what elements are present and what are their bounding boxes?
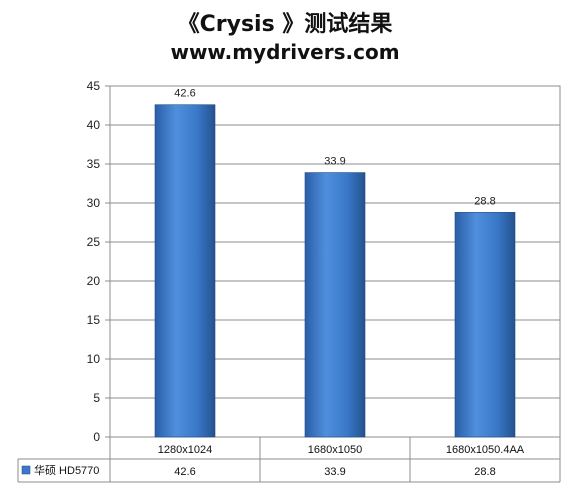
- y-tick-label: 35: [87, 157, 101, 171]
- y-tick-label: 40: [87, 118, 101, 132]
- y-tick-label: 15: [87, 313, 101, 327]
- y-tick-label: 30: [87, 196, 101, 210]
- data-label: 42.6: [174, 88, 195, 100]
- data-label: 33.9: [324, 156, 345, 168]
- y-tick-label: 25: [87, 235, 101, 249]
- legend-series-name: 华硕 HD5770: [34, 463, 99, 477]
- y-tick-label: 5: [93, 391, 100, 405]
- table-value: 42.6: [174, 466, 195, 478]
- data-labels: 42.6 33.9 28.8: [174, 88, 495, 208]
- bar: [454, 212, 516, 438]
- x-category-label: 1680x1050: [308, 444, 362, 456]
- table-value: 33.9: [324, 466, 345, 478]
- chart-subtitle-url: www.mydrivers.com: [170, 40, 400, 64]
- x-category-label: 1280x1024: [158, 444, 212, 456]
- bars: [154, 104, 516, 438]
- y-tick-label: 20: [87, 274, 101, 288]
- bar: [304, 172, 366, 438]
- y-tick-label: 0: [93, 430, 100, 444]
- table-value: 28.8: [474, 466, 495, 478]
- y-axis: 0 5 10 15 20 25 30 35 40 45: [87, 79, 110, 444]
- legend-swatch: [21, 465, 31, 475]
- data-table: 1280x1024 42.6 1680x1050 33.9 1680x1050.4AA 2…: [17, 437, 561, 483]
- x-category-label: 1680x1050.4AA: [446, 444, 525, 456]
- chart-title: 《Crysis 》测试结果: [177, 12, 393, 37]
- data-label: 28.8: [474, 195, 495, 207]
- y-tick-label: 10: [87, 352, 101, 366]
- y-tick-label: 45: [87, 79, 101, 93]
- bar: [154, 104, 216, 438]
